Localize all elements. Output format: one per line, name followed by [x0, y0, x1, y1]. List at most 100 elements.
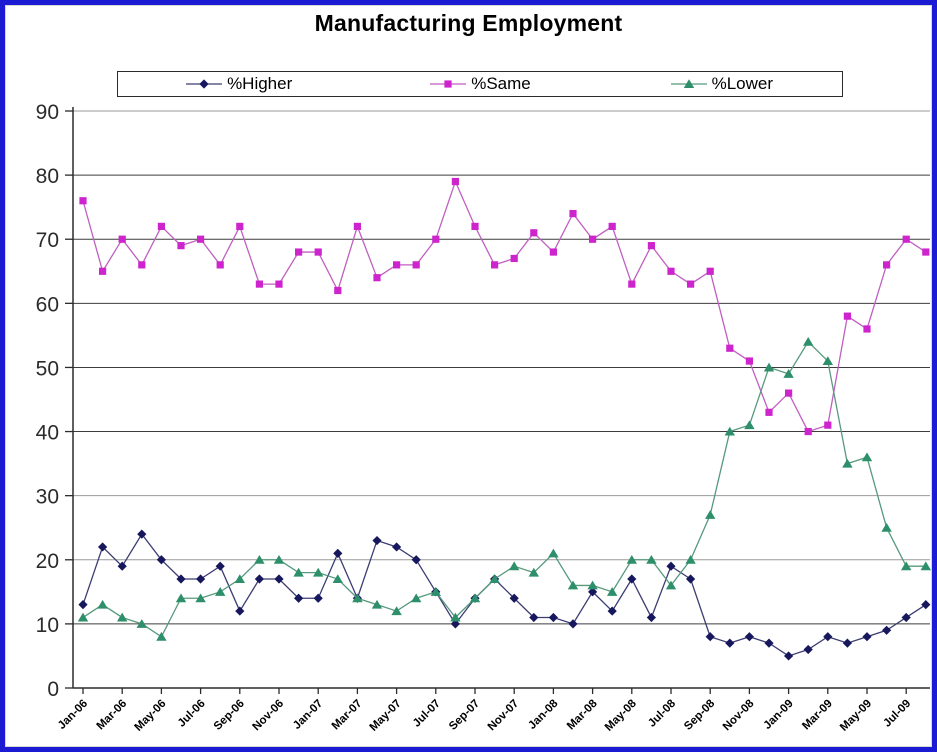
- square-marker-icon: [804, 427, 812, 436]
- diamond-marker-icon: [411, 555, 421, 565]
- diamond-marker-icon: [607, 606, 617, 616]
- square-marker-icon: [236, 222, 244, 230]
- triangle-marker-icon: [685, 554, 696, 564]
- diamond-marker-icon: [529, 612, 539, 623]
- triangle-marker-icon: [881, 522, 892, 532]
- x-axis-label-Mar-08: Mar-08: [565, 697, 600, 732]
- triangle-marker-icon: [509, 561, 520, 571]
- square-marker-icon: [373, 274, 381, 282]
- square-marker-icon: [491, 261, 499, 269]
- square-marker-icon: [451, 177, 459, 186]
- diamond-marker-icon: [666, 561, 676, 571]
- triangle-marker-icon: [683, 79, 694, 88]
- x-axis-label-Jul-09: Jul-09: [881, 698, 913, 730]
- x-axis-label-Jul-07: Jul-07: [411, 698, 443, 730]
- y-axis-label-80: 80: [36, 165, 59, 188]
- diamond-marker-icon: [548, 612, 558, 623]
- square-marker-icon: [706, 267, 714, 275]
- square-marker-icon: [647, 242, 655, 250]
- triangle-marker-icon: [273, 554, 285, 564]
- x-axis-label-Mar-06: Mar-06: [95, 698, 130, 733]
- series-line: [82, 179, 927, 433]
- triangle-marker-icon: [646, 554, 657, 564]
- triangle-marker-icon: [97, 599, 108, 609]
- x-axis-label-Sep-08: Sep-08: [682, 697, 718, 733]
- y-axis-label-70: 70: [36, 229, 59, 252]
- legend-item-lower: %Lower: [601, 74, 842, 94]
- triangle-marker-icon: [489, 574, 500, 584]
- triangle-marker-icon: [901, 561, 912, 571]
- triangle-marker-icon: [77, 612, 89, 622]
- diamond-marker-icon: [294, 593, 304, 603]
- triangle-marker-icon: [117, 612, 128, 622]
- series-line: [82, 532, 927, 657]
- x-axis-label-Jan-09: Jan-09: [761, 698, 795, 732]
- diamond-marker-icon: [450, 619, 460, 629]
- legend-item-higher: %Higher: [118, 74, 359, 94]
- diamond-marker-icon: [921, 600, 931, 610]
- x-axis-label-Mar-07: Mar-07: [330, 698, 365, 733]
- y-axis-label-40: 40: [36, 422, 59, 445]
- diamond-marker-icon: [372, 535, 382, 546]
- x-axis-label-Jul-08: Jul-08: [646, 697, 678, 729]
- diamond-marker-icon: [235, 606, 245, 616]
- legend-label-lower: %Lower: [711, 74, 774, 93]
- square-marker-icon: [118, 235, 126, 243]
- square-marker-icon: [432, 235, 440, 243]
- diamond-marker-icon: [882, 625, 892, 635]
- square-marker-icon: [353, 222, 361, 230]
- diamond-marker-icon: [215, 561, 225, 571]
- legend-label-higher: %Higher: [227, 74, 293, 93]
- square-marker-icon: [314, 248, 322, 256]
- diamond-marker-icon: [274, 574, 284, 584]
- diamond-marker-icon: [176, 574, 186, 584]
- triangle-marker-icon: [626, 554, 637, 564]
- triangle-marker-icon: [313, 567, 324, 577]
- y-axis-label-20: 20: [36, 550, 59, 573]
- triangle-marker-icon: [783, 369, 794, 378]
- series-same: [79, 177, 930, 436]
- legend-label-same: %Same: [471, 74, 531, 93]
- triangle-marker-icon: [293, 567, 304, 577]
- square-marker-icon: [883, 261, 891, 269]
- x-axis-label-Jul-06: Jul-06: [176, 698, 208, 730]
- diamond-marker-icon: [744, 632, 754, 642]
- diamond-marker-icon: [509, 593, 519, 603]
- square-marker-icon: [412, 261, 420, 269]
- triangle-marker-icon: [391, 606, 402, 616]
- diamond-marker-icon: [196, 574, 206, 584]
- triangle-marker-icon: [411, 593, 422, 603]
- diamond-marker-icon: [901, 612, 911, 623]
- x-axis-label-Jan-07: Jan-07: [291, 698, 325, 732]
- triangle-marker-icon: [352, 593, 363, 603]
- square-marker-icon: [295, 248, 303, 256]
- diamond-marker-icon: [646, 612, 656, 623]
- triangle-marker-icon: [332, 574, 343, 584]
- diamond-marker-icon: [186, 79, 223, 89]
- diamond-marker-icon: [117, 561, 127, 571]
- legend-item-same: %Same: [359, 74, 600, 94]
- square-marker-icon: [177, 242, 185, 250]
- square-marker-icon: [824, 421, 832, 429]
- y-axis-label-0: 0: [47, 678, 59, 701]
- diamond-marker-icon: [686, 574, 696, 584]
- triangle-marker-icon: [136, 619, 147, 628]
- x-axis-label-May-07: May-07: [368, 698, 404, 734]
- square-marker-icon: [667, 267, 675, 275]
- triangle-marker-icon: [665, 580, 677, 590]
- series-lower: [77, 337, 931, 641]
- square-marker-icon: [138, 261, 146, 269]
- square-marker-icon: [687, 280, 695, 288]
- square-marker-icon: [785, 389, 793, 397]
- triangle-marker-icon: [254, 554, 265, 564]
- square-marker-icon: [393, 261, 401, 269]
- x-axis-label-May-08: May-08: [603, 697, 639, 733]
- diamond-marker-icon: [313, 593, 323, 603]
- x-axis-label-Nov-08: Nov-08: [721, 697, 757, 733]
- square-marker-icon: [444, 80, 452, 88]
- triangle-marker-icon: [861, 452, 873, 462]
- diamond-marker-icon: [823, 632, 833, 642]
- series-line: [82, 340, 926, 638]
